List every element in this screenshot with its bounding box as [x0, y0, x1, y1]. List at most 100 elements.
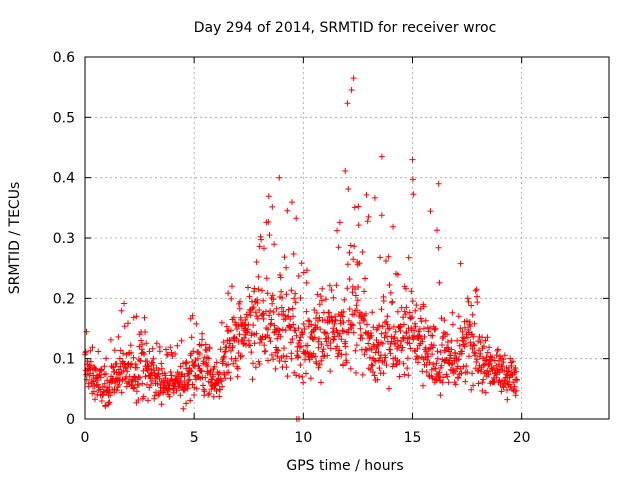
data-point [283, 291, 290, 298]
data-point [402, 311, 409, 318]
data-point [251, 285, 258, 292]
data-point [314, 324, 321, 331]
data-point [437, 392, 444, 399]
data-point [452, 381, 459, 388]
data-point [192, 363, 198, 370]
data-point [489, 354, 496, 361]
data-point [99, 383, 106, 390]
data-point [336, 330, 343, 337]
data-point [261, 342, 268, 349]
data-point [289, 336, 296, 342]
data-point [303, 279, 310, 286]
data-point [206, 344, 213, 351]
data-point [383, 258, 389, 264]
data-point [489, 366, 496, 373]
data-point [243, 314, 250, 320]
data-point [92, 365, 99, 372]
data-point [417, 305, 424, 312]
data-point [434, 227, 440, 234]
data-point [407, 345, 414, 352]
data-point [405, 372, 412, 379]
data-point [218, 319, 225, 326]
data-point [504, 378, 511, 385]
data-point [281, 254, 288, 261]
data-point [394, 271, 401, 278]
data-point [164, 351, 171, 358]
data-point [371, 372, 378, 379]
data-point [393, 361, 400, 367]
data-point [465, 326, 472, 333]
data-point [498, 388, 505, 395]
data-point [350, 256, 357, 263]
data-point [127, 342, 134, 349]
data-point [460, 363, 467, 370]
data-point [246, 293, 253, 300]
data-point [370, 324, 377, 331]
data-point [315, 318, 321, 324]
data-point [400, 321, 407, 328]
data-point [234, 373, 241, 380]
data-point [393, 361, 400, 368]
data-point [211, 363, 218, 370]
data-point [432, 365, 439, 372]
data-point [280, 352, 287, 359]
data-point [189, 381, 196, 388]
data-point [253, 330, 260, 337]
data-point [282, 358, 288, 365]
data-point [409, 298, 416, 305]
x-tick-label: 0 [81, 430, 90, 446]
data-point [223, 323, 230, 330]
data-point [324, 330, 330, 337]
data-point [266, 232, 273, 239]
data-point [463, 363, 470, 369]
data-point [189, 312, 196, 319]
data-point [482, 389, 489, 396]
data-point [403, 329, 410, 335]
data-point [473, 359, 480, 365]
data-point [254, 315, 261, 322]
data-point [200, 382, 206, 389]
data-point [292, 299, 299, 306]
data-point [125, 320, 131, 327]
data-point [150, 362, 157, 369]
data-point [255, 286, 262, 293]
data-point [247, 342, 254, 349]
x-tick-label: 15 [404, 430, 422, 446]
data-point [301, 326, 308, 332]
data-point [298, 343, 304, 350]
data-point [339, 313, 346, 320]
data-point [143, 340, 150, 347]
data-point [145, 397, 151, 404]
data-point [222, 348, 229, 355]
data-point [474, 293, 480, 300]
data-point [174, 342, 181, 349]
data-point [346, 276, 353, 282]
data-point [404, 365, 411, 372]
data-point [499, 363, 506, 370]
data-point [459, 348, 465, 355]
data-point [484, 367, 491, 374]
data-point [83, 328, 90, 335]
data-point [389, 363, 396, 370]
data-point [297, 294, 304, 301]
data-point [87, 347, 94, 354]
data-point [444, 373, 451, 380]
data-point [414, 345, 421, 352]
data-point [484, 334, 491, 341]
data-point [427, 345, 434, 352]
data-point [260, 315, 267, 322]
data-point [338, 312, 344, 319]
data-point [468, 302, 475, 309]
data-point [403, 304, 410, 311]
data-point [347, 242, 354, 249]
data-point [225, 290, 232, 297]
data-point [101, 380, 108, 387]
data-point [274, 346, 280, 353]
data-point [429, 351, 436, 358]
data-point [410, 336, 417, 343]
data-point [146, 348, 153, 355]
data-point [420, 303, 427, 310]
data-point [475, 380, 482, 387]
data-point [480, 376, 487, 383]
data-point [377, 254, 384, 261]
